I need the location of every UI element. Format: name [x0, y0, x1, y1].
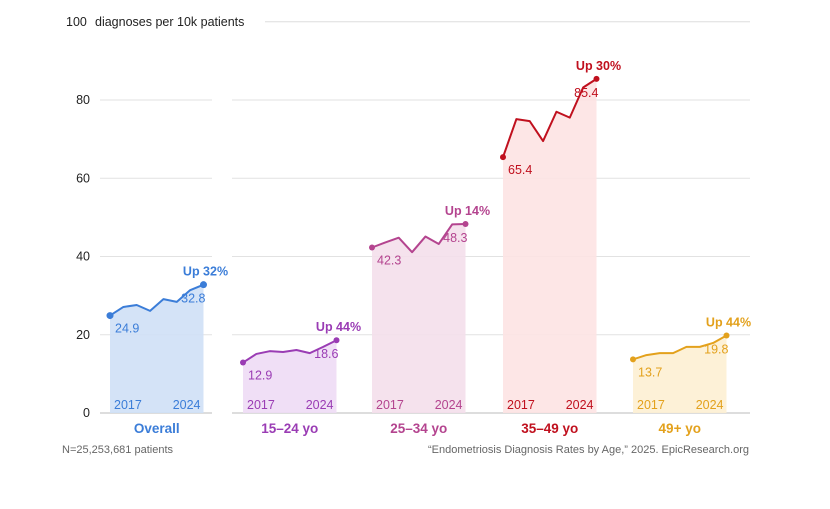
group-label: 15–24 yo — [261, 421, 318, 436]
x-tick-label: 2017 — [507, 398, 535, 412]
data-point — [240, 359, 246, 366]
series-line — [502, 78, 598, 158]
change-label: Up 44% — [316, 320, 361, 334]
x-tick-label: 2017 — [637, 398, 665, 412]
footer-source: “Endometriosis Diagnosis Rates by Age,” … — [428, 444, 749, 456]
start-value-label: 12.9 — [248, 369, 272, 383]
x-tick-label: 2024 — [566, 398, 594, 412]
x-tick-label: 2017 — [376, 398, 404, 412]
y-tick-label: 100 — [66, 15, 87, 29]
data-point — [500, 154, 506, 161]
x-tick-label: 2024 — [306, 398, 334, 412]
end-value-label: 18.6 — [314, 347, 338, 361]
series-line — [632, 334, 727, 361]
group-label: 49+ yo — [659, 421, 701, 436]
series-line — [371, 223, 466, 254]
change-label: Up 32% — [183, 265, 228, 279]
y-tick-label: 60 — [76, 171, 90, 185]
series-area — [243, 340, 337, 413]
x-tick-label: 2024 — [173, 398, 201, 412]
series-area — [503, 78, 597, 413]
x-tick-label: 2017 — [247, 398, 275, 412]
change-label: Up 44% — [706, 316, 751, 330]
change-label: Up 14% — [445, 204, 490, 218]
group-label: 25–34 yo — [390, 421, 447, 436]
series-line — [242, 339, 337, 364]
data-point — [593, 75, 600, 82]
group-label: Overall — [134, 421, 180, 436]
y-tick-label: 80 — [76, 93, 90, 107]
data-point — [723, 332, 730, 339]
data-point — [200, 281, 207, 289]
y-tick-label: 0 — [83, 406, 90, 420]
change-label: Up 30% — [576, 59, 621, 73]
y-tick-label: 20 — [76, 328, 90, 342]
y-axis-label: diagnoses per 10k patients — [95, 15, 244, 29]
y-tick-label: 40 — [76, 250, 90, 264]
end-value-label: 32.8 — [181, 292, 205, 306]
x-tick-label: 2024 — [696, 398, 724, 412]
series-line — [109, 283, 204, 317]
data-point — [333, 337, 340, 344]
footer-note: N=25,253,681 patients — [62, 444, 174, 456]
start-value-label: 13.7 — [638, 365, 662, 379]
series-area — [633, 335, 727, 413]
x-tick-label: 2024 — [435, 398, 463, 412]
end-value-label: 19.8 — [704, 343, 728, 357]
end-value-label: 48.3 — [443, 231, 467, 245]
group-label: 35–49 yo — [521, 421, 578, 436]
end-value-label: 85.4 — [574, 86, 598, 100]
start-value-label: 42.3 — [377, 254, 401, 268]
data-point — [369, 244, 375, 251]
start-value-label: 24.9 — [115, 322, 139, 336]
data-point — [630, 356, 636, 363]
series-area — [372, 224, 466, 413]
data-point — [462, 221, 469, 228]
x-tick-label: 2017 — [114, 398, 142, 412]
start-value-label: 65.4 — [508, 163, 532, 177]
data-point — [106, 312, 114, 320]
series-area — [110, 284, 204, 413]
